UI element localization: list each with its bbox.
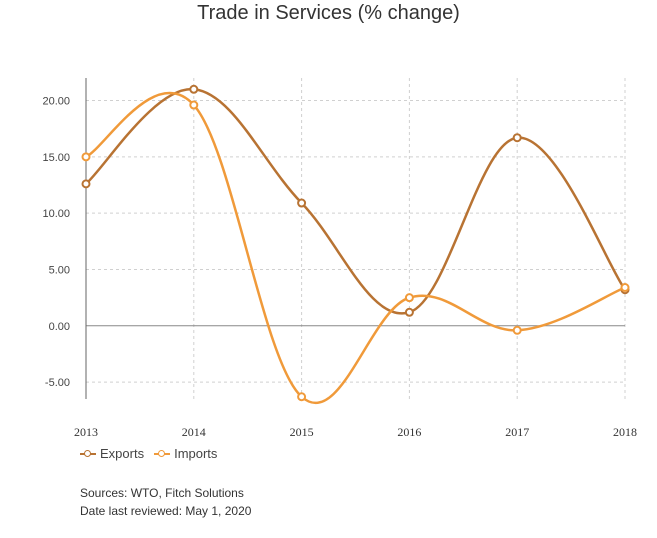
data-point-imports[interactable] [620, 282, 630, 292]
x-tick-label: 2014 [182, 425, 206, 439]
series-line-imports [85, 91, 626, 405]
x-tick-label: 2016 [397, 425, 421, 439]
series-line-exports [85, 88, 627, 315]
series-imports [81, 91, 630, 405]
y-tick-label: 15.00 [42, 152, 70, 164]
x-tick-label: 2018 [613, 425, 637, 439]
legend-label-exports: Exports [100, 446, 145, 461]
legend-label-imports: Imports [174, 446, 218, 461]
y-tick-label: 10.00 [42, 208, 70, 220]
data-point-imports[interactable] [189, 100, 199, 110]
data-point-exports[interactable] [81, 179, 91, 189]
series-exports [81, 84, 630, 317]
exports-swatch-icon [80, 449, 96, 459]
line-chart: 20.00 15.00 10.00 5.00 0.00 -5.00 2013 2014 2015… [42, 78, 637, 439]
legend-item-exports[interactable]: Exports [80, 446, 144, 461]
data-point-imports[interactable] [81, 152, 91, 162]
y-tick-label: 5.00 [49, 264, 70, 276]
x-tick-label: 2017 [505, 425, 529, 439]
date-reviewed-text: Date last reviewed: May 1, 2020 [80, 504, 252, 518]
grid [85, 78, 626, 399]
chart-footer: Sources: WTO, Fitch Solutions Date last … [80, 484, 251, 520]
imports-swatch-icon [154, 449, 171, 459]
x-tick-label: 2015 [290, 425, 314, 439]
data-point-exports[interactable] [297, 198, 307, 208]
data-point-imports[interactable] [512, 325, 522, 335]
data-point-exports[interactable] [404, 307, 414, 317]
data-point-exports[interactable] [512, 133, 522, 143]
axes: 20.00 15.00 10.00 5.00 0.00 -5.00 2013 2014 2015… [42, 78, 637, 439]
data-point-imports[interactable] [297, 392, 307, 402]
x-tick-label: 2013 [74, 425, 98, 439]
legend-item-imports[interactable]: Imports [154, 446, 217, 461]
legend: Exports Imports [80, 446, 217, 461]
data-point-exports[interactable] [189, 84, 199, 94]
data-point-imports[interactable] [404, 293, 414, 303]
y-tick-label: -5.00 [45, 377, 70, 389]
chart-title: Trade in Services (% change) [197, 2, 460, 24]
sources-text: Sources: WTO, Fitch Solutions [80, 486, 244, 500]
y-tick-label: 20.00 [42, 96, 70, 108]
y-tick-label: 0.00 [49, 321, 70, 333]
series-lines [81, 84, 630, 405]
